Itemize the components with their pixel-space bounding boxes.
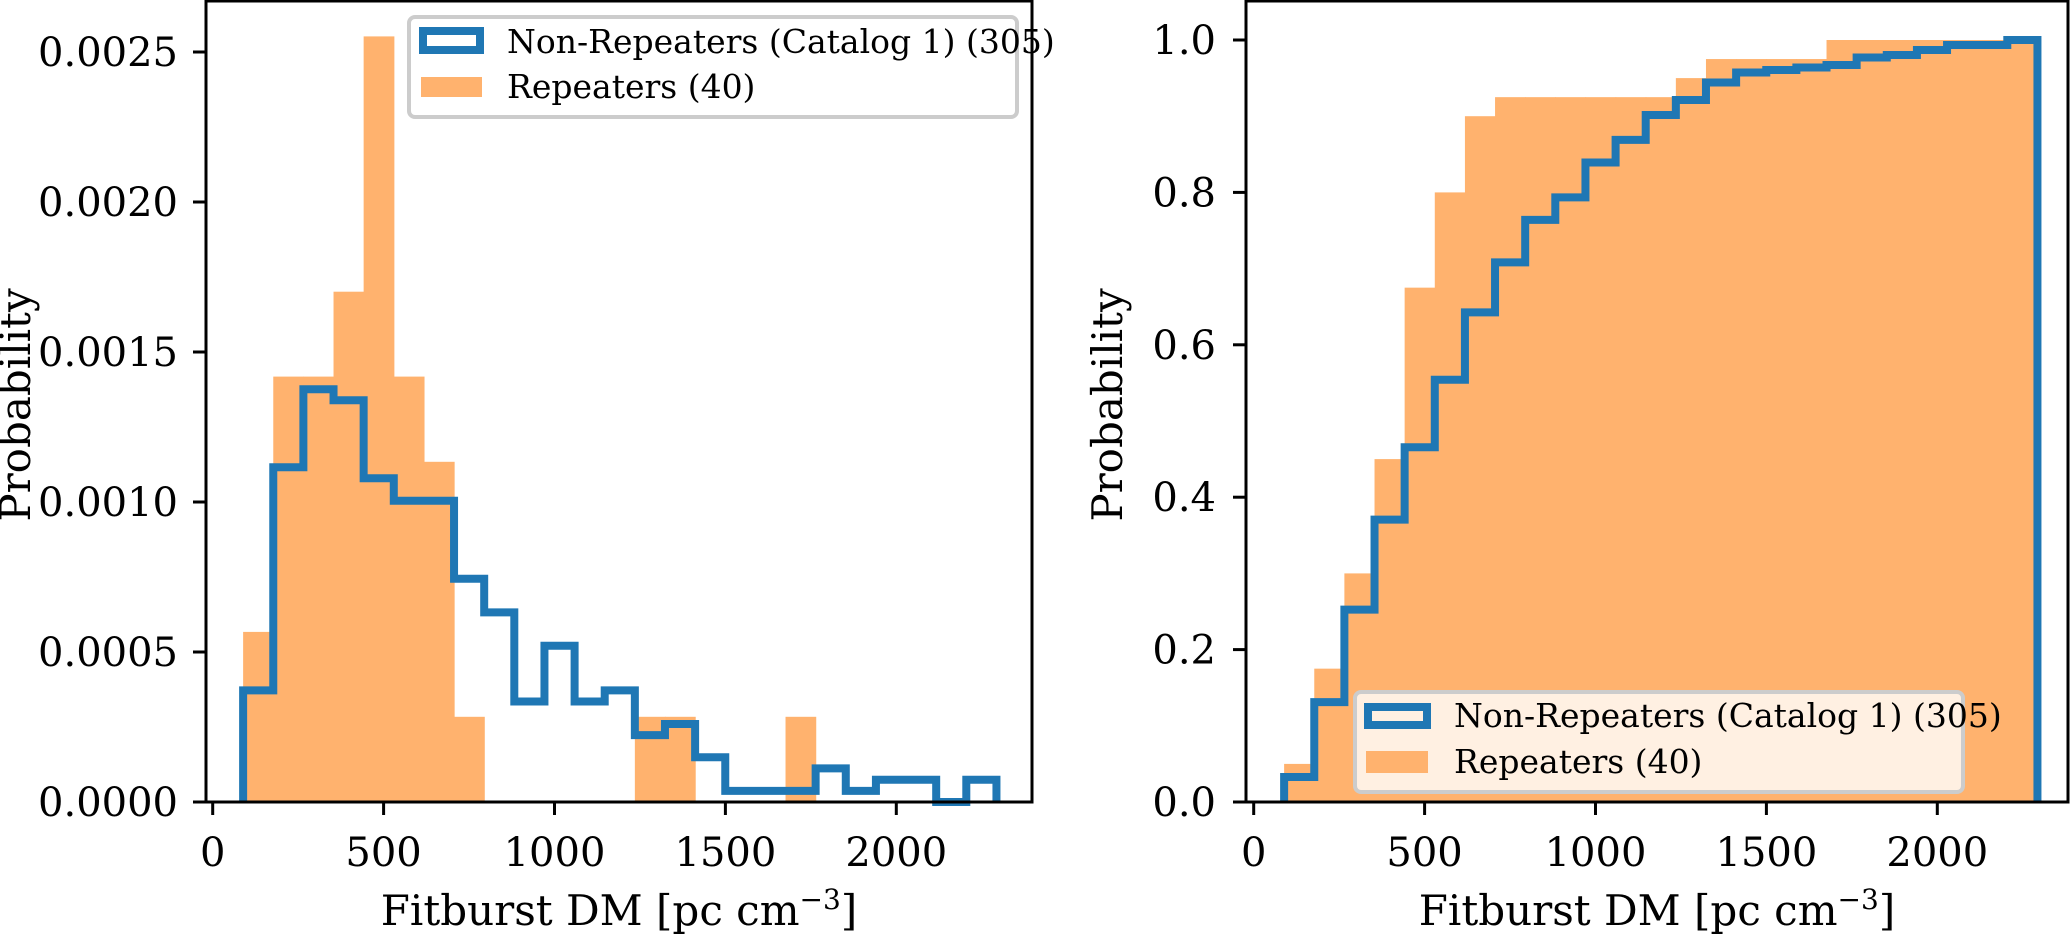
repeaters-bar [1645,97,1677,802]
legend-label-non-repeaters: Non-Repeaters (Catalog 1) (305) [507,22,1055,61]
x-tick-label: 2000 [1886,830,1988,876]
legend: Non-Repeaters (Catalog 1) (305) Repeaters… [1353,690,2002,794]
repeaters-bar [1736,59,1767,803]
y-axis-label: Probability [1083,288,1132,522]
y-tick-label: 0.8 [1152,170,1216,216]
y-tick-label: 0.0025 [38,30,178,76]
repeaters-bar [243,631,274,802]
repeaters-bar [1947,40,1978,802]
repeaters-bar [393,376,425,802]
x-axis-label: Fitburst DM [pc cm−3] [1419,883,1895,935]
repeaters-bar [1826,40,1858,802]
axes-frame [204,0,1034,804]
legend-label-repeaters: Repeaters (40) [1454,742,1702,781]
repeaters-bar [1796,59,1828,803]
repeaters-bar [1495,97,1526,802]
repeaters-bar [303,376,335,802]
legend-swatch-non-repeaters [419,27,484,54]
x-tick-label: 1000 [504,830,606,876]
repeaters-bar [333,291,365,802]
x-tick-label: 0 [200,830,225,876]
repeaters-bar [1464,116,1496,802]
x-tick-label: 500 [1386,830,1462,876]
legend-box [1353,690,1965,794]
y-tick-label: 0.0010 [38,480,178,526]
repeaters-bar [1766,59,1797,803]
legend-swatch-repeaters [1366,751,1428,773]
x-tick-label: 1000 [1545,830,1647,876]
repeaters-bar [363,36,395,802]
repeaters-bar [1525,97,1556,802]
legend-swatch-repeaters [421,77,482,97]
x-tick-label: 500 [345,830,421,876]
repeaters-bar [1705,59,1737,803]
x-axis-label-text: Fitburst DM [pc cm [1419,886,1838,935]
repeaters-bar [1916,40,1948,802]
legend-label-repeaters: Repeaters (40) [507,67,755,106]
y-tick-label: 0.2 [1152,628,1216,674]
y-tick-label: 0.6 [1152,323,1216,369]
repeaters-bar [454,716,485,802]
repeaters-bar [273,376,304,802]
legend-label-non-repeaters: Non-Repeaters (Catalog 1) (305) [1454,696,2002,735]
x-axis-label-exponent: −3 [800,883,841,916]
repeaters-bar [1615,97,1647,802]
y-tick-label: 0.4 [1152,475,1216,521]
x-tick-label: 1500 [1716,830,1818,876]
y-tick-label: 0.0015 [38,330,178,376]
non-repeaters-step-line [239,385,1001,806]
repeaters-bar [1675,78,1707,803]
y-tick-label: 0.0005 [38,630,178,676]
x-axis-label-text: Fitburst DM [pc cm [381,886,800,935]
repeaters-bar [2007,40,2039,802]
right-cumulative-panel: 0 500 1000 1500 2000 0.0 0.2 0.4 0.6 0.8 1.0 Fitbur… [1083,0,2070,935]
x-tick-label: 1500 [675,830,777,876]
repeaters-bar [1886,40,1918,802]
legend: Non-Repeaters (Catalog 1) (305) Repeaters… [407,15,1055,119]
legend-box [407,15,1019,119]
repeaters-bar [1555,97,1587,802]
legend-swatch-non-repeaters [1364,703,1431,729]
y-tick-label: 0.0 [1152,780,1216,826]
axes-frame [1244,0,2070,804]
left-histogram-panel: 0 500 1000 1500 2000 0.0000 0.0005 0.0010 0.0015… [0,0,1055,935]
repeaters-bar [1977,40,2008,802]
y-tick-label: 1.0 [1152,18,1216,64]
repeaters-bar [1284,763,1315,802]
x-tick-label: 2000 [845,830,947,876]
repeaters-bar [1585,97,1617,802]
y-tick-label: 0.0000 [38,780,178,826]
y-axis-label: Probability [0,288,40,522]
non-repeaters-step-line [1280,36,2042,802]
x-axis-label: Fitburst DM [pc cm−3] [381,883,857,935]
repeaters-bar [634,716,666,802]
x-tick-label: 0 [1241,830,1266,876]
repeaters-bar [664,716,696,802]
y-tick-label: 0.0020 [38,180,178,226]
x-axis-label-bracket: ] [841,886,857,935]
x-axis-label-exponent: −3 [1838,883,1879,916]
x-axis-label-bracket: ] [1879,886,1895,935]
repeaters-bar [1856,40,1888,802]
repeaters-bar [423,461,455,802]
repeaters-bar [1314,668,1345,802]
